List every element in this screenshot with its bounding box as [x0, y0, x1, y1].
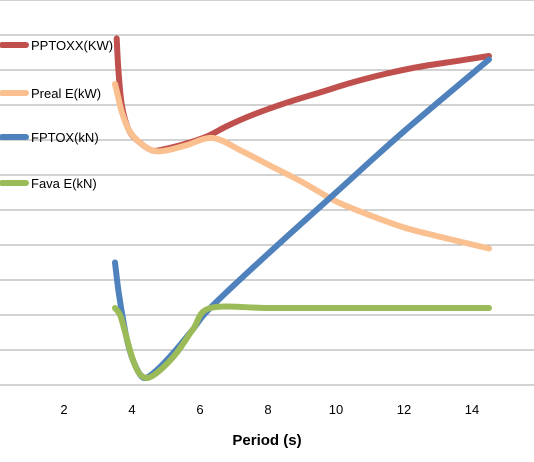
series-line [112, 81, 492, 252]
x-tick-label: 4 [128, 402, 135, 417]
x-tick-label: 10 [329, 402, 343, 417]
x-tick-labels: 2 4 6 8 10 12 14 [60, 402, 479, 417]
legend-label: Preal E(kW) [31, 86, 101, 101]
legend-label: FPTOX(kN) [31, 130, 99, 145]
series-line [112, 303, 492, 382]
x-tick-label: 8 [264, 402, 271, 417]
x-tick-label: 6 [196, 402, 203, 417]
series-line [113, 35, 492, 154]
series-line [112, 56, 492, 382]
legend-label: PPTOXX(KW) [31, 38, 113, 53]
x-tick-label: 12 [397, 402, 411, 417]
grid-lines [0, 0, 534, 351]
series-layer [112, 35, 492, 382]
legend: PPTOXX(KW) Preal E(kW) FPTOX(kN) Fava E(kN) [0, 38, 113, 191]
x-tick-label: 2 [60, 402, 67, 417]
x-axis-title: Period (s) [232, 432, 301, 449]
x-tick-label: 14 [465, 402, 479, 417]
legend-label: Fava E(kN) [31, 176, 97, 191]
